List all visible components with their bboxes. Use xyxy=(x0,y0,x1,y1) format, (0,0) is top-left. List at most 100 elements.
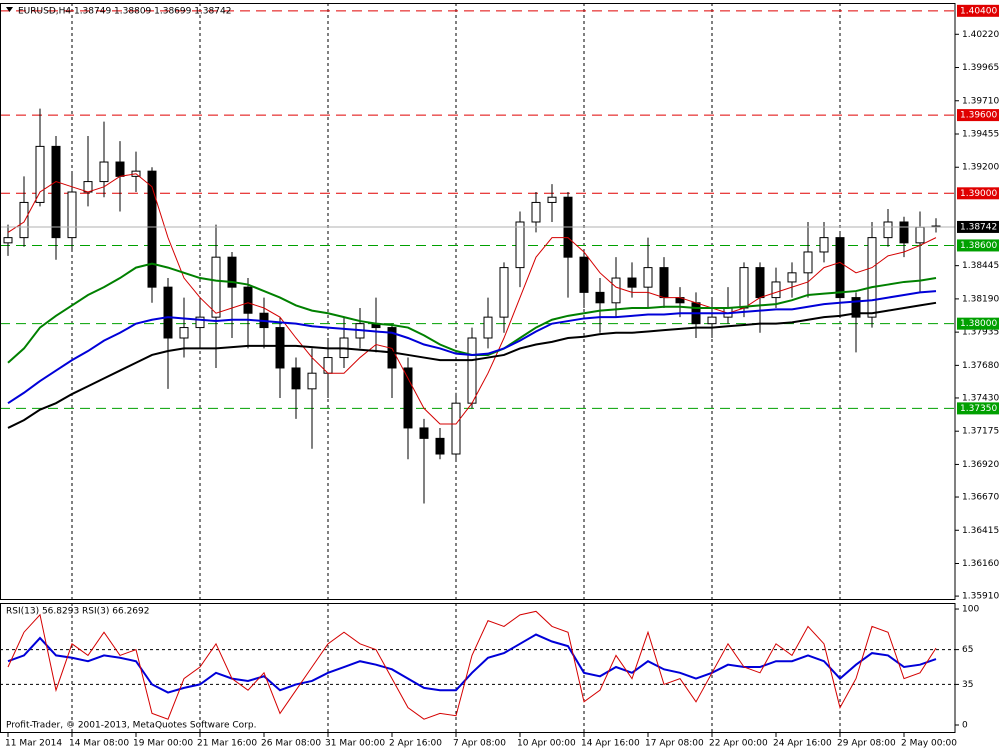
y-tick-label: 1.36415 xyxy=(962,526,999,536)
candle-body xyxy=(867,237,877,318)
candle-body xyxy=(851,297,861,318)
candle-body xyxy=(67,191,77,239)
candle-body xyxy=(195,316,205,329)
x-tick-label: 7 Apr 08:00 xyxy=(453,739,506,749)
candle-body xyxy=(627,277,637,288)
y-tick-label: 1.37935 xyxy=(962,328,999,338)
candle-body xyxy=(787,272,797,283)
candle-body xyxy=(499,267,509,318)
y-tick-label: 1.36920 xyxy=(962,460,999,470)
moving-average xyxy=(7,290,937,405)
candle-body xyxy=(531,201,541,223)
candle-body xyxy=(403,367,413,429)
last-price-label: 1.38742 xyxy=(960,222,997,232)
candle-body xyxy=(179,327,189,339)
y-tick-label: 1.38190 xyxy=(962,294,999,304)
y-tick-label: 1.37680 xyxy=(962,361,999,371)
candle-body xyxy=(227,256,237,288)
y-tick-label: 1.36670 xyxy=(962,493,999,503)
panel-frame xyxy=(0,3,956,600)
candle-body xyxy=(835,237,845,299)
moving-average xyxy=(7,173,937,425)
candle-body xyxy=(115,161,125,177)
candle-body xyxy=(643,267,653,288)
x-tick-label: 22 Apr 00:00 xyxy=(709,739,768,749)
y-tick-label: 1.38445 xyxy=(962,261,999,271)
x-tick-label: 26 Mar 08:00 xyxy=(261,739,321,749)
x-tick-label: 2 May 00:00 xyxy=(901,739,957,749)
candle-body xyxy=(899,221,909,244)
x-tick-label: 10 Apr 00:00 xyxy=(517,739,576,749)
candle-body xyxy=(755,267,765,299)
candle-body xyxy=(467,337,477,404)
y-tick-label: 0 xyxy=(962,720,968,730)
level-label: 1.38000 xyxy=(960,319,997,329)
candle-body xyxy=(883,221,893,239)
level-label-box xyxy=(957,109,999,122)
candle-body xyxy=(451,402,461,455)
candle-body xyxy=(819,237,829,253)
candle-body xyxy=(915,226,925,244)
candle-body xyxy=(51,145,61,239)
indicator-line xyxy=(7,610,937,720)
y-tick-label: 1.37430 xyxy=(962,393,999,403)
y-tick-label: 100 xyxy=(962,605,979,615)
candle-body xyxy=(659,267,669,299)
candle-body xyxy=(739,267,749,309)
panel-title: RSI(13) 56.8293 RSI(3) 66.2692 xyxy=(6,607,149,617)
candle-body xyxy=(19,201,29,239)
candle-body xyxy=(307,372,317,390)
candle-body xyxy=(547,196,557,203)
level-label-box xyxy=(957,402,999,415)
candle-body xyxy=(211,256,221,318)
level-label: 1.40400 xyxy=(960,6,997,16)
y-tick-label: 65 xyxy=(962,645,973,655)
x-tick-label: 14 Apr 16:00 xyxy=(581,739,640,749)
x-tick-label: 19 Mar 00:00 xyxy=(133,739,193,749)
level-label: 1.37350 xyxy=(960,404,997,414)
candle-body xyxy=(771,281,781,299)
candle-body xyxy=(147,170,157,288)
menu-triangle xyxy=(6,7,13,12)
x-tick-label: 17 Apr 08:00 xyxy=(645,739,704,749)
candle-body xyxy=(515,221,525,269)
x-tick-label: 24 Apr 16:00 xyxy=(773,739,832,749)
candle-body xyxy=(3,237,13,244)
level-label: 1.39600 xyxy=(960,111,997,121)
y-tick-label: 1.36160 xyxy=(962,559,999,569)
panel-frame xyxy=(0,603,956,733)
candle-body xyxy=(435,437,445,455)
x-tick-label: 11 Mar 2014 xyxy=(5,739,62,749)
candle-body xyxy=(163,286,173,339)
candle-body xyxy=(595,291,605,304)
candle-body xyxy=(291,367,301,390)
x-tick-label: 2 Apr 16:00 xyxy=(389,739,442,749)
y-tick-label: 1.35910 xyxy=(962,592,999,602)
y-tick-label: 1.37175 xyxy=(962,427,999,437)
candle-body xyxy=(579,256,589,293)
level-label: 1.39000 xyxy=(960,189,997,199)
y-tick-label: 1.40220 xyxy=(962,30,999,40)
y-tick-label: 1.39200 xyxy=(962,163,999,173)
x-tick-label: 31 Mar 00:00 xyxy=(325,739,385,749)
y-tick-label: 35 xyxy=(962,680,973,690)
candle-body xyxy=(83,181,93,193)
indicator-line xyxy=(7,633,937,694)
candle-body xyxy=(243,286,253,314)
level-label: 1.38600 xyxy=(960,241,997,251)
candle-body xyxy=(419,427,429,439)
y-tick-label: 1.39965 xyxy=(962,63,999,73)
level-label-box xyxy=(957,187,999,200)
plot-area xyxy=(0,3,955,600)
moving-average xyxy=(7,301,937,429)
level-label-box xyxy=(957,317,999,330)
candle-body xyxy=(99,161,109,183)
y-tick-label: 1.39710 xyxy=(962,96,999,106)
copyright: Profit-Trader, © 2001-2013, MetaQuotes S… xyxy=(6,721,256,731)
candle-body xyxy=(803,251,813,274)
panel-title: EURUSD,H4 1.38749 1.38809 1.38699 1.3874… xyxy=(18,7,231,17)
x-tick-label: 21 Mar 16:00 xyxy=(197,739,257,749)
level-label-box xyxy=(957,239,999,252)
